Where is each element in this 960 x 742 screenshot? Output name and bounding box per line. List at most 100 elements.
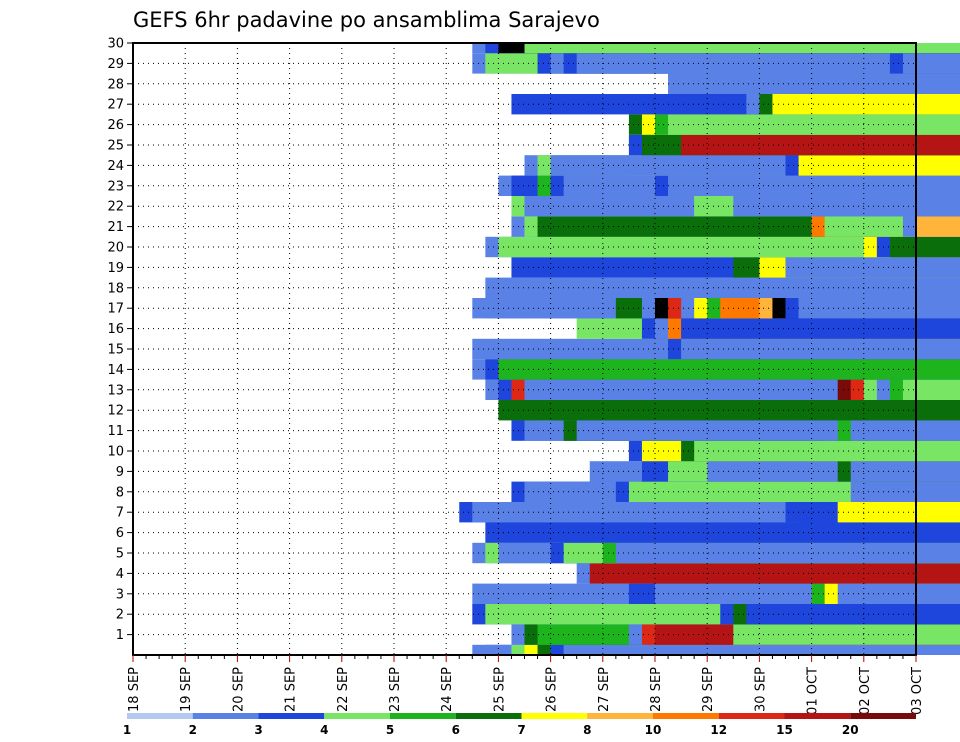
heatmap-cell [681, 134, 960, 156]
x-tick-label: 29 SEP [701, 667, 716, 712]
y-tick-label: 13 [107, 383, 124, 398]
heatmap-cell [668, 114, 960, 135]
y-tick-label: 30 [107, 37, 124, 52]
x-tick-label: 27 SEP [597, 667, 612, 712]
heatmap-cell [902, 53, 960, 74]
colorbar-label: 7 [517, 723, 525, 737]
colorbar-segment [718, 713, 785, 719]
y-tick-label: 29 [107, 57, 124, 72]
y-tick-label: 27 [107, 98, 124, 113]
grid-lines [133, 43, 916, 655]
y-tick-label: 15 [107, 343, 124, 358]
colorbar-label: 5 [386, 723, 394, 737]
y-tick-label: 5 [116, 547, 124, 562]
heatmap-cell [850, 461, 960, 482]
y-tick-label: 3 [116, 587, 124, 602]
heatmap-cell [798, 196, 960, 217]
x-tick-label: 25 SEP [492, 667, 507, 712]
colorbar-segment [324, 713, 390, 719]
colorbar-segment [784, 713, 851, 719]
colorbar-label: 1 [123, 723, 131, 737]
heatmap-cell [668, 73, 960, 94]
x-tick-label: 26 SEP [545, 667, 560, 712]
colorbar-segment [587, 713, 653, 719]
y-tick-label: 18 [107, 281, 124, 296]
heatmap-cell [524, 43, 960, 54]
colorbar: 1 2 3 4 5 6 7 8 10 12 15 20 [123, 713, 916, 737]
x-tick-label: 20 SEP [231, 667, 246, 712]
y-tick-label: 11 [107, 424, 124, 439]
colorbar-label: 10 [645, 723, 662, 737]
x-tick-label: 18 SEP [127, 667, 142, 712]
heatmap-cell [902, 379, 960, 400]
y-tick-label: 25 [107, 139, 124, 154]
heatmap-cell [498, 359, 960, 380]
colorbar-segment [521, 713, 588, 719]
colorbar-segment [127, 713, 193, 719]
y-tick-label: 9 [116, 465, 124, 480]
heatmap-cell [498, 400, 960, 421]
y-tick-label: 20 [107, 241, 124, 256]
y-tick-label: 28 [107, 77, 124, 92]
y-tick-label: 17 [107, 302, 124, 317]
colorbar-label: 4 [320, 723, 328, 737]
y-tick-label: 6 [116, 526, 124, 541]
y-tick-label: 12 [107, 404, 124, 419]
y-tick-label: 2 [116, 608, 124, 623]
heatmap-cell [889, 236, 960, 258]
colorbar-label: 20 [842, 723, 859, 737]
heatmap-cell [733, 624, 960, 645]
heatmap-cell [589, 563, 960, 584]
x-tick-label: 03 OCT [910, 667, 925, 715]
colorbar-segment [258, 713, 325, 719]
y-tick-label: 22 [107, 200, 124, 215]
colorbar-label: 8 [583, 723, 591, 737]
heatmap-cell [615, 542, 960, 564]
y-tick-label: 23 [107, 179, 124, 194]
heatmap-cell [681, 338, 960, 360]
y-tick-label: 24 [107, 159, 124, 174]
heatmap-cell [485, 277, 960, 298]
y-tick-label: 1 [116, 628, 124, 643]
x-tick-label: 30 SEP [753, 667, 768, 712]
heatmap-cell [681, 318, 960, 339]
colorbar-segment [390, 713, 456, 719]
x-tick-label: 24 SEP [440, 667, 455, 712]
heatmap-cell [916, 216, 960, 237]
x-tick-label: 22 SEP [336, 667, 351, 712]
heatmap-cell [498, 236, 960, 258]
y-tick-label: 21 [107, 220, 124, 235]
colorbar-segment [455, 713, 522, 719]
heatmap-cell [850, 420, 960, 441]
x-axis: 18 SEP 19 SEP 20 SEP 21 SEP 22 SEP 23 SEP 24 S… [127, 655, 925, 715]
heatmap-cells [459, 43, 960, 655]
colorbar-label: 6 [452, 723, 460, 737]
x-tick-label: 19 SEP [179, 667, 194, 712]
heatmap-cell [850, 481, 960, 502]
y-tick-label: 10 [107, 445, 124, 460]
colorbar-label: 15 [776, 723, 793, 737]
colorbar-segment [192, 713, 259, 719]
heatmap-cell [563, 644, 960, 655]
colorbar-label: 3 [254, 723, 262, 737]
x-tick-label: 02 OCT [858, 667, 873, 715]
heatmap-cell [798, 155, 960, 176]
heatmap-cell [668, 175, 960, 196]
y-tick-label: 26 [107, 118, 124, 133]
x-tick-label: 21 SEP [284, 667, 299, 712]
y-tick-label: 14 [107, 363, 124, 378]
y-axis: 1234567891011121314151617181920212223242… [107, 37, 133, 643]
y-tick-label: 8 [116, 485, 124, 500]
y-tick-label: 7 [116, 506, 124, 521]
colorbar-segment [653, 713, 719, 719]
colorbar-label: 2 [189, 723, 197, 737]
x-tick-label: 01 OCT [806, 667, 821, 715]
y-tick-label: 19 [107, 261, 124, 276]
heatmap-cell [811, 257, 960, 278]
heatmap-cell [772, 94, 960, 115]
heatmap-cell [694, 440, 960, 462]
heatmap-cell [798, 298, 960, 319]
chart-title: GEFS 6hr padavine po ansamblima Sarajevo [133, 8, 600, 32]
colorbar-label: 12 [710, 723, 727, 737]
